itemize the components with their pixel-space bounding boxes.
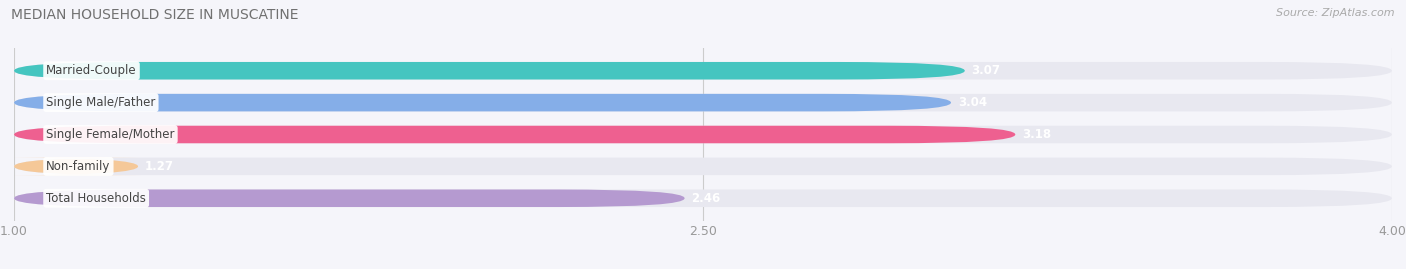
FancyBboxPatch shape bbox=[14, 126, 1392, 143]
FancyBboxPatch shape bbox=[14, 62, 965, 80]
Text: Single Female/Mother: Single Female/Mother bbox=[46, 128, 174, 141]
Text: Married-Couple: Married-Couple bbox=[46, 64, 136, 77]
Text: Total Households: Total Households bbox=[46, 192, 146, 205]
Text: Single Male/Father: Single Male/Father bbox=[46, 96, 156, 109]
Text: Source: ZipAtlas.com: Source: ZipAtlas.com bbox=[1277, 8, 1395, 18]
Text: 1.27: 1.27 bbox=[145, 160, 174, 173]
FancyBboxPatch shape bbox=[14, 94, 950, 111]
Text: 3.18: 3.18 bbox=[1022, 128, 1052, 141]
FancyBboxPatch shape bbox=[14, 126, 1015, 143]
Text: 3.04: 3.04 bbox=[957, 96, 987, 109]
FancyBboxPatch shape bbox=[14, 158, 1392, 175]
Text: 2.46: 2.46 bbox=[692, 192, 721, 205]
FancyBboxPatch shape bbox=[14, 62, 1392, 80]
FancyBboxPatch shape bbox=[14, 189, 1392, 207]
FancyBboxPatch shape bbox=[14, 94, 1392, 111]
Text: Non-family: Non-family bbox=[46, 160, 111, 173]
Text: MEDIAN HOUSEHOLD SIZE IN MUSCATINE: MEDIAN HOUSEHOLD SIZE IN MUSCATINE bbox=[11, 8, 298, 22]
FancyBboxPatch shape bbox=[11, 158, 141, 175]
Text: 3.07: 3.07 bbox=[972, 64, 1001, 77]
FancyBboxPatch shape bbox=[14, 189, 685, 207]
